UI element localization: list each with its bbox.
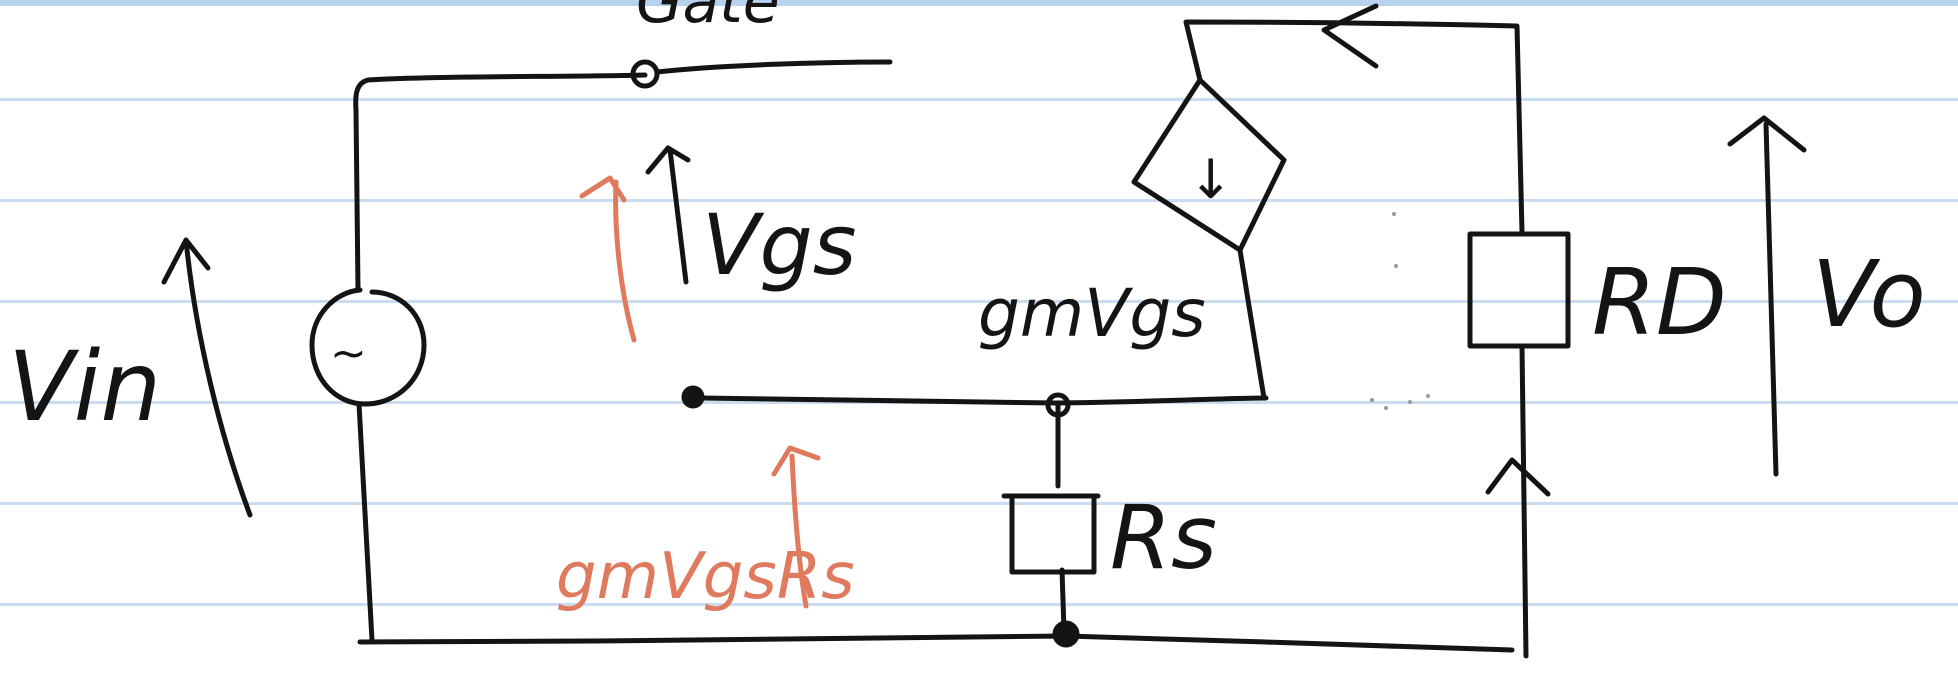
gm-vgs-label: gmVgs [978,275,1206,352]
wire-right-top [1514,23,1525,235]
wire-source-middle [697,395,1269,406]
annotation-vgs-arrow-icon [579,175,637,343]
rs-label: Rs [1110,486,1217,589]
gate-label: Gate [636,0,780,37]
vo-arrow-icon [1727,115,1807,477]
top-current-arrow-icon [1321,3,1379,69]
annotation-rs-arrow-icon [771,445,821,609]
faint-dot [1384,406,1388,410]
source-node [1045,392,1071,418]
vin-arrow-icon [161,237,253,518]
labels: Gate Vin Vgs gmVgs RD Vo Rs gmVgsRs [8,0,1926,614]
faint-dot [1408,400,1412,404]
page-top-edge [0,0,1958,6]
wire-left-top [353,72,648,293]
wire-bottom [357,633,1515,653]
current-arrow-icon: ↓ [1188,148,1233,211]
dependent-current-source: ↓ [1131,77,1287,253]
ac-source: ~ [309,287,427,407]
annotation-arrows [579,175,821,609]
wire-rs-bottom [1059,567,1067,633]
source-left-node [681,385,705,409]
wire-right-bottom [1519,343,1529,659]
wire-left-bottom [356,401,375,643]
faint-dot [1426,394,1430,398]
ac-source-body [309,287,427,407]
resistors [1001,231,1571,575]
resistor-rs [1009,493,1097,575]
nodes [630,59,1080,648]
vo-label: Vo [1812,241,1926,348]
ac-source-symbol: ~ [330,328,367,379]
gate-node [630,59,660,89]
faint-marks [1370,212,1430,410]
vgs-label: Vgs [702,196,857,294]
resistor-rd [1467,231,1571,349]
faint-dot [1394,264,1398,268]
wire-gate-stub [654,59,893,75]
vgs-arrow-icon [645,145,691,285]
wires [353,19,1529,659]
faint-dot [1370,398,1374,402]
gm-vgs-rs-label: gmVgsRs [556,540,855,614]
diamond-body [1131,77,1287,253]
wire-cs-top [1183,19,1519,83]
wire-cs-bottom [1237,247,1267,401]
vin-label: Vin [8,331,161,443]
voltage-arrows [161,3,1807,518]
faint-dot [1392,212,1396,216]
rd-label: RD [1592,249,1727,356]
arrow-from-bottom-icon [1485,457,1551,497]
bottom-node [1052,620,1080,648]
